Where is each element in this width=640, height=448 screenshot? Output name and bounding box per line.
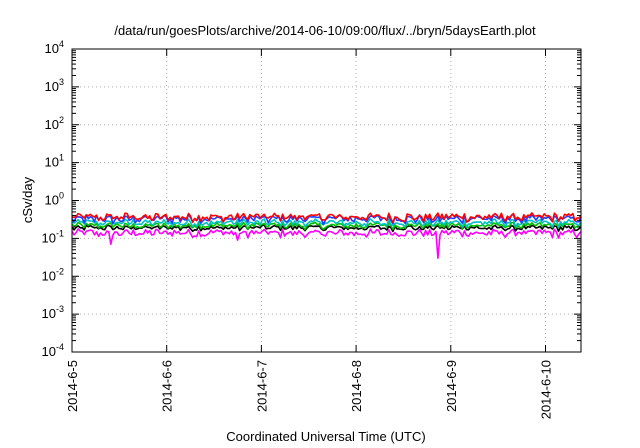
x-tick-label: 2014-6-5 xyxy=(65,360,80,412)
y-tick-base: 10 xyxy=(45,193,59,208)
x-axis: 2014-6-5 2014-6-6 2014-6-7 2014-6-8 2014-6-9… xyxy=(65,49,553,419)
y-tick-label: 10-4 xyxy=(42,342,64,359)
y-tick-base: 10 xyxy=(42,344,56,359)
series-line xyxy=(71,221,582,231)
y-tick-label: 104 xyxy=(45,39,64,56)
y-tick-base: 10 xyxy=(45,41,59,56)
y-tick-base: 10 xyxy=(45,155,59,170)
grid-lines xyxy=(72,49,581,352)
y-tick-base: 10 xyxy=(42,306,56,321)
y-axis-label: cSv/day xyxy=(20,176,35,223)
x-tick-label: 2014-6-6 xyxy=(160,360,175,412)
y-tick-exponent: 0 xyxy=(59,191,64,201)
y-tick-exponent: -1 xyxy=(56,228,64,238)
y-tick-base: 10 xyxy=(45,117,59,132)
y-tick-label: 10-1 xyxy=(42,228,64,245)
series-line xyxy=(71,224,582,233)
y-tick-exponent: -3 xyxy=(56,304,64,314)
y-tick-label: 10-2 xyxy=(42,266,64,283)
y-tick-base: 10 xyxy=(42,230,56,245)
y-tick-label: 101 xyxy=(45,153,64,170)
y-tick-base: 10 xyxy=(45,79,59,94)
x-tick-label: 2014-6-9 xyxy=(444,360,459,412)
y-tick-label: 10-3 xyxy=(42,304,64,321)
y-tick-base: 10 xyxy=(42,268,56,283)
y-tick-exponent: 2 xyxy=(59,115,64,125)
x-axis-label: Coordinated Universal Time (UTC) xyxy=(226,429,425,444)
y-tick-label: 100 xyxy=(45,191,64,208)
series-line xyxy=(71,218,582,228)
series-line xyxy=(71,228,582,259)
y-tick-exponent: -2 xyxy=(56,266,64,276)
x-tick-label: 2014-6-7 xyxy=(254,360,269,412)
y-tick-exponent: -4 xyxy=(56,342,64,352)
y-tick-label: 102 xyxy=(45,115,64,132)
y-tick-label: 103 xyxy=(45,77,64,94)
y-tick-exponent: 4 xyxy=(59,39,64,49)
x-tick-label: 2014-6-8 xyxy=(349,360,364,412)
y-tick-exponent: 1 xyxy=(59,153,64,163)
y-tick-exponent: 3 xyxy=(59,77,64,87)
chart-title: /data/run/goesPlots/archive/2014-06-10/0… xyxy=(114,23,536,38)
x-tick-label: 2014-6-10 xyxy=(538,360,553,419)
series-layer xyxy=(71,212,582,259)
series-line xyxy=(71,212,582,224)
